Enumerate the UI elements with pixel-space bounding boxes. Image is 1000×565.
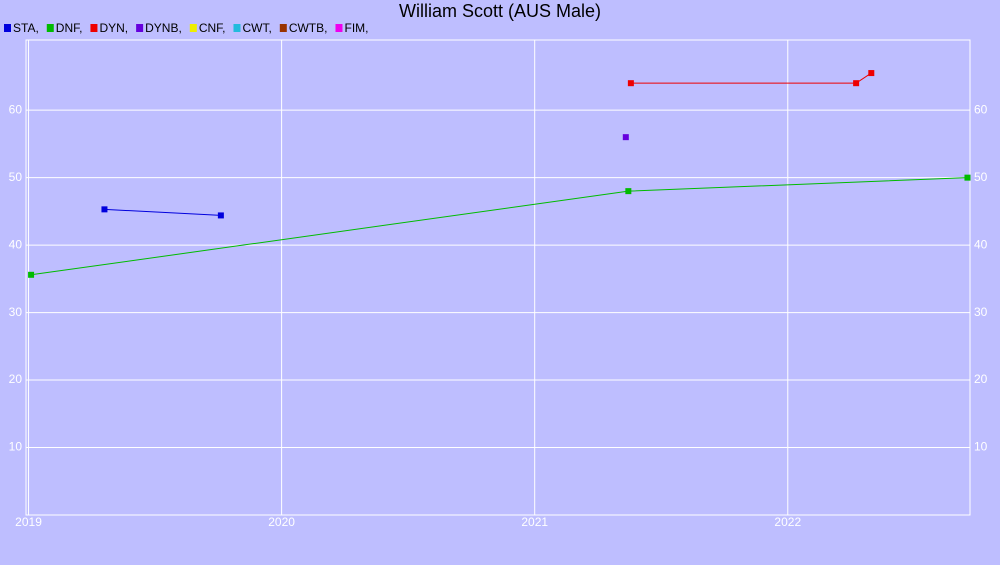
- y2-tick-label: 60: [974, 102, 988, 116]
- legend-swatch: [90, 24, 98, 32]
- legend-label: CWTB,: [289, 21, 328, 35]
- data-point: [217, 212, 224, 219]
- legend-swatch: [4, 24, 11, 32]
- data-point: [868, 70, 875, 77]
- legend-swatch: [136, 24, 144, 32]
- y-tick-label: 20: [9, 372, 23, 386]
- y-tick-label: 60: [9, 102, 23, 116]
- x-tick-label: 2021: [521, 515, 548, 529]
- legend-swatch: [335, 24, 343, 32]
- y2-tick-label: 40: [974, 237, 988, 251]
- legend-swatch: [279, 24, 287, 32]
- series-line: [104, 208, 221, 216]
- x-tick-label: 2020: [268, 515, 295, 529]
- legend-swatch: [233, 24, 241, 32]
- y2-tick-label: 10: [974, 440, 988, 454]
- data-point: [853, 80, 860, 87]
- x-tick-label: 2019: [15, 515, 42, 529]
- plot-frame: [25, 39, 971, 516]
- chart-title: William Scott (AUS Male): [399, 1, 601, 21]
- series-line: [30, 177, 968, 276]
- data-point: [627, 80, 634, 87]
- data-point: [28, 271, 35, 278]
- legend-label: DYNB,: [145, 21, 182, 35]
- legend-label: FIM,: [344, 21, 368, 35]
- legend-label: CNF,: [199, 21, 226, 35]
- y-tick-label: 10: [9, 440, 23, 454]
- data-point: [622, 134, 629, 141]
- y-tick-label: 40: [9, 237, 23, 251]
- legend-label: STA,: [13, 21, 39, 35]
- legend-label: DYN,: [99, 21, 128, 35]
- legend-swatch: [46, 24, 54, 32]
- data-point: [964, 174, 971, 181]
- legend-label: CWT,: [242, 21, 271, 35]
- data-point: [101, 206, 108, 213]
- y2-tick-label: 30: [974, 305, 988, 319]
- x-tick-label: 2022: [774, 515, 801, 529]
- y-tick-label: 50: [9, 170, 23, 184]
- y2-tick-label: 50: [974, 170, 988, 184]
- series-line: [630, 72, 872, 84]
- y2-tick-label: 20: [974, 372, 988, 386]
- legend-label: DNF,: [56, 21, 83, 35]
- y-tick-label: 30: [9, 305, 23, 319]
- legend-swatch: [189, 24, 197, 32]
- data-point: [625, 188, 632, 195]
